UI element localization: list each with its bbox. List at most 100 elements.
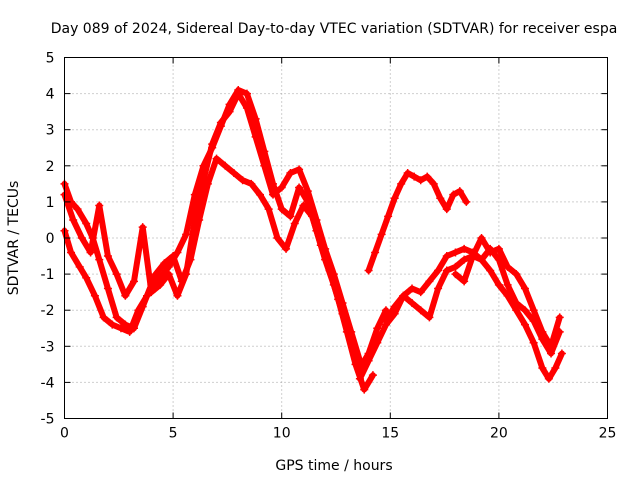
data-point xyxy=(551,363,560,372)
data-point xyxy=(190,215,199,224)
series-track-4 xyxy=(364,169,471,275)
data-point xyxy=(538,327,547,336)
data-point xyxy=(112,313,121,322)
data-point xyxy=(355,356,364,365)
series-track-2 xyxy=(60,154,377,394)
data-point xyxy=(512,306,521,315)
data-point xyxy=(520,320,529,329)
data-point xyxy=(390,194,399,203)
data-point xyxy=(512,270,521,279)
data-point xyxy=(321,244,330,253)
data-point xyxy=(247,179,256,188)
data-point xyxy=(442,266,451,275)
data-point xyxy=(555,313,564,322)
data-point xyxy=(251,132,260,141)
data-point xyxy=(529,338,538,347)
series-track-1 xyxy=(60,85,390,372)
data-point xyxy=(208,140,217,149)
x-tick-label: 25 xyxy=(599,426,617,442)
y-tick-label: 0 xyxy=(46,231,55,247)
data-point xyxy=(286,169,295,178)
series-track-7 xyxy=(451,234,564,351)
data-point xyxy=(73,205,82,214)
x-tick-label: 10 xyxy=(273,426,291,442)
y-tick-label: -5 xyxy=(41,412,55,428)
data-point xyxy=(408,284,417,293)
data-point xyxy=(503,262,512,271)
data-point xyxy=(299,201,308,210)
data-point xyxy=(410,172,419,181)
data-point xyxy=(312,215,321,224)
data-point xyxy=(295,165,304,174)
series-track-3 xyxy=(60,89,364,365)
data-point xyxy=(95,201,104,210)
data-point xyxy=(460,277,469,286)
data-point xyxy=(90,291,99,300)
data-point xyxy=(442,205,451,214)
data-point xyxy=(282,244,291,253)
data-point xyxy=(269,190,278,199)
data-point xyxy=(164,270,173,279)
data-point xyxy=(225,107,234,116)
data-point xyxy=(329,270,338,279)
data-point xyxy=(416,306,425,315)
data-point xyxy=(486,248,495,257)
data-point xyxy=(371,248,380,257)
y-axis-label: SDTVAR / TECUs xyxy=(6,181,22,296)
data-point xyxy=(125,327,134,336)
data-point xyxy=(242,104,251,113)
data-point xyxy=(547,349,556,358)
data-point xyxy=(494,244,503,253)
data-point xyxy=(399,291,408,300)
data-point xyxy=(234,89,243,98)
data-point xyxy=(397,179,406,188)
data-point xyxy=(368,371,377,380)
data-point xyxy=(451,262,460,271)
data-point xyxy=(221,161,230,170)
data-point xyxy=(486,266,495,275)
data-point xyxy=(503,280,512,289)
data-point xyxy=(182,270,191,279)
data-point xyxy=(425,277,434,286)
data-point xyxy=(538,363,547,372)
data-point xyxy=(199,176,208,185)
data-point xyxy=(290,219,299,228)
y-tick-label: 4 xyxy=(46,87,55,103)
data-point xyxy=(338,298,347,307)
data-point xyxy=(347,327,356,336)
data-point xyxy=(416,176,425,185)
y-tick-label: -3 xyxy=(41,339,55,355)
data-point xyxy=(434,266,443,275)
data-point xyxy=(477,255,486,264)
y-tick-label: -1 xyxy=(41,267,55,283)
series-layer xyxy=(60,85,566,394)
series-track-5 xyxy=(355,244,566,383)
x-tick-label: 0 xyxy=(60,426,69,442)
data-point xyxy=(455,187,464,196)
data-point xyxy=(442,252,451,261)
data-point xyxy=(173,248,182,257)
data-point xyxy=(460,244,469,253)
data-point xyxy=(95,255,104,264)
y-tick-label: 5 xyxy=(46,51,55,67)
data-point xyxy=(82,273,91,282)
data-point xyxy=(160,259,169,268)
y-tick-label: 1 xyxy=(46,195,55,211)
data-point xyxy=(260,161,269,170)
data-point xyxy=(242,89,251,98)
data-point xyxy=(360,385,369,394)
data-point xyxy=(130,277,139,286)
y-tick-label: 2 xyxy=(46,159,55,175)
data-point xyxy=(103,284,112,293)
data-point xyxy=(156,280,165,289)
data-point xyxy=(529,306,538,315)
x-tick-label: 15 xyxy=(381,426,399,442)
data-point xyxy=(408,298,417,307)
data-point xyxy=(416,288,425,297)
data-point xyxy=(212,154,221,163)
data-point xyxy=(67,248,76,257)
data-point xyxy=(449,190,458,199)
data-point xyxy=(277,205,286,214)
data-point xyxy=(425,313,434,322)
